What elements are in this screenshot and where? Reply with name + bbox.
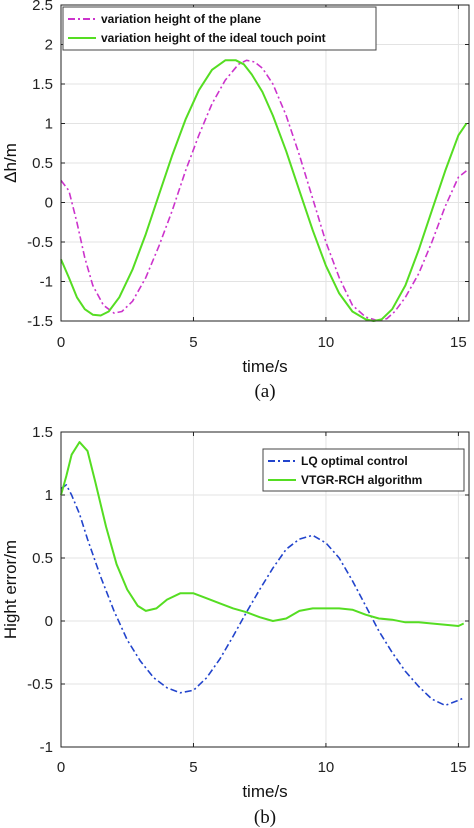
x-axis-label: time/s	[242, 357, 287, 376]
x-tick-label: 15	[450, 334, 467, 351]
legend-label: variation height of the ideal touch poin…	[101, 31, 326, 45]
series-line-1	[60, 484, 465, 707]
legend: LQ optimal control VTGR-RCH algorithm	[262, 448, 465, 492]
x-tick-label: 0	[57, 334, 65, 351]
y-tick-label: -0.5	[27, 234, 53, 251]
x-tick-label: 5	[189, 759, 197, 776]
chart-panel-a: 0 5 10 15 -1.5 -1 -0.5 0 0.5 1 1.5 2 2.5 variation he…	[1, 0, 470, 402]
y-tick-label: 0	[45, 195, 53, 212]
y-axis-label: Δh/m	[1, 143, 20, 183]
chart-panel-b: 0 5 10 15 -1 -0.5 0 0.5 1 1.5 LQ optimal control VT…	[1, 424, 470, 828]
y-tick-label: 1	[45, 116, 53, 133]
y-tick-label: 2.5	[32, 0, 53, 14]
x-tick-label: 15	[450, 759, 467, 776]
legend-label: LQ optimal control	[301, 454, 408, 468]
y-tick-label: 1.5	[32, 424, 53, 441]
y-tick-label: 1	[45, 487, 53, 504]
y-tick-label: 0.5	[32, 550, 53, 567]
x-axis-label: time/s	[242, 782, 287, 801]
axes-frame	[60, 4, 470, 322]
x-tick-label: 10	[318, 759, 335, 776]
series-line-2	[60, 441, 465, 627]
legend-label: VTGR-RCH algorithm	[301, 473, 422, 487]
y-tick-label: 0.5	[32, 155, 53, 172]
y-tick-label: 0	[45, 613, 53, 630]
y-tick-label: -1	[40, 739, 53, 756]
y-tick-label: 2	[45, 37, 53, 54]
y-axis-label: Hight error/m	[1, 540, 20, 639]
x-tick-label: 5	[189, 334, 197, 351]
y-tick-label: -1.5	[27, 313, 53, 330]
legend: variation height of the plane variation h…	[62, 6, 377, 51]
series-line-2	[60, 59, 468, 322]
legend-box	[62, 6, 377, 51]
y-tick-label: 1.5	[32, 76, 53, 93]
x-tick-label: 10	[318, 334, 335, 351]
y-tick-label: -0.5	[27, 676, 53, 693]
x-tick-label: 0	[57, 759, 65, 776]
legend-box	[262, 448, 465, 492]
y-tick-label: -1	[40, 274, 53, 291]
legend-label: variation height of the plane	[101, 12, 261, 26]
series-line-1	[60, 59, 467, 322]
axes-frame	[60, 431, 470, 748]
panel-caption: (b)	[254, 807, 276, 828]
panel-caption: (a)	[254, 381, 275, 402]
